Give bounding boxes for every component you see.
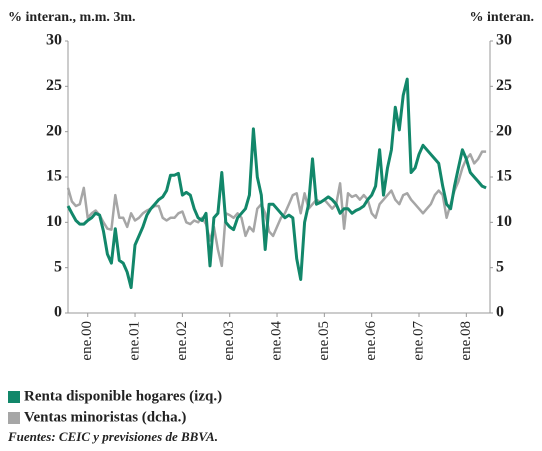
- y-tick-label: 20: [46, 122, 62, 139]
- y-tick-label: 0: [54, 304, 62, 321]
- y2-axis-label: % interan.: [469, 10, 534, 25]
- y2-tick-label: 0: [496, 304, 504, 321]
- series-line: [66, 150, 487, 268]
- x-tick-label: ene.00: [79, 321, 95, 361]
- y2-tick-label: 25: [496, 77, 512, 94]
- y-tick-label: 25: [46, 77, 62, 94]
- y-tick-label: 15: [46, 168, 62, 185]
- y-axis-label: % interan., m.m. 3m.: [8, 10, 136, 25]
- legend-label: Renta disponible hogares (izq.): [24, 388, 222, 404]
- x-tick-label: ene.04: [268, 321, 284, 361]
- legend-swatch: [8, 391, 20, 403]
- y2-tick-label: 20: [496, 122, 512, 139]
- y2-tick-label: 30: [496, 32, 512, 49]
- x-tick-label: ene.07: [410, 321, 426, 361]
- y-tick-label: 30: [46, 32, 62, 49]
- y2-tick-label: 10: [496, 213, 512, 230]
- y2-tick-label: 5: [496, 258, 504, 275]
- y-tick-label: 5: [54, 258, 62, 275]
- y-tick-label: 10: [46, 213, 62, 230]
- legend-label: Ventas minoristas (dcha.): [24, 409, 186, 425]
- source-note: Fuentes: CEIC y previsiones de BBVA.: [7, 429, 218, 444]
- x-tick-label: ene.08: [458, 321, 474, 361]
- x-tick-label: ene.03: [221, 321, 237, 361]
- x-tick-label: ene.02: [174, 321, 190, 361]
- series-line: [66, 77, 487, 290]
- y2-tick-label: 15: [496, 168, 512, 185]
- x-tick-label: ene.06: [363, 321, 379, 361]
- x-tick-label: ene.01: [126, 321, 142, 361]
- legend-swatch: [8, 412, 20, 424]
- x-tick-label: ene.05: [316, 321, 332, 361]
